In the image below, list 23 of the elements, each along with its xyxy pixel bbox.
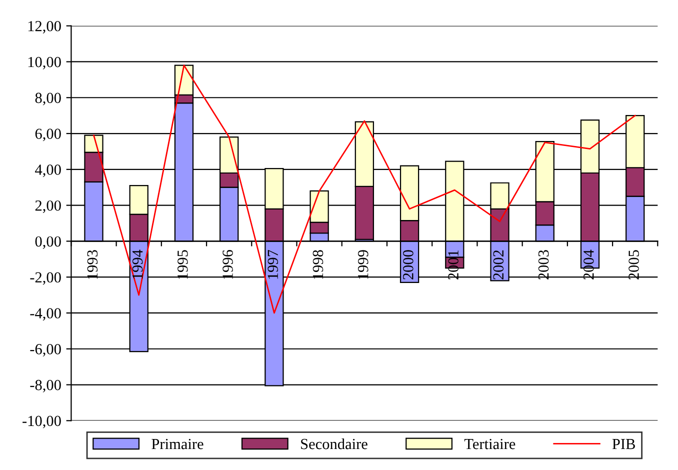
legend-label: Primaire	[152, 438, 204, 450]
x-tick-label: 2002	[493, 250, 504, 280]
y-tick-label: 12,00	[28, 20, 61, 34]
x-tick-label: 2004	[584, 250, 594, 280]
y-tick-label: 2,00	[35, 200, 61, 213]
x-tick-label: 2005	[628, 250, 639, 280]
y-tick-label: -6,00	[30, 344, 61, 357]
y-tick-label: 10,00	[28, 56, 61, 70]
x-tick-label: 1997	[268, 250, 278, 279]
x-tick-label: 2003	[538, 250, 549, 280]
y-tick-label: -2,00	[30, 272, 61, 285]
legend-label: Secondaire	[301, 438, 368, 450]
legend-label: Tertiaire	[464, 438, 516, 450]
y-tick-label: -10,00	[22, 416, 61, 428]
x-tick-label: 2000	[403, 250, 414, 280]
y-tick-label: 4,00	[35, 164, 61, 178]
x-tick-label: 1994	[132, 250, 143, 279]
y-tick-label: 6,00	[35, 128, 61, 142]
y-tick-label: -4,00	[30, 308, 61, 321]
y-tick-label: 0,00	[35, 236, 61, 249]
legend-label: PIB	[612, 439, 635, 450]
y-tick-label: -8,00	[30, 380, 61, 392]
y-tick-label: 8,00	[35, 92, 61, 106]
